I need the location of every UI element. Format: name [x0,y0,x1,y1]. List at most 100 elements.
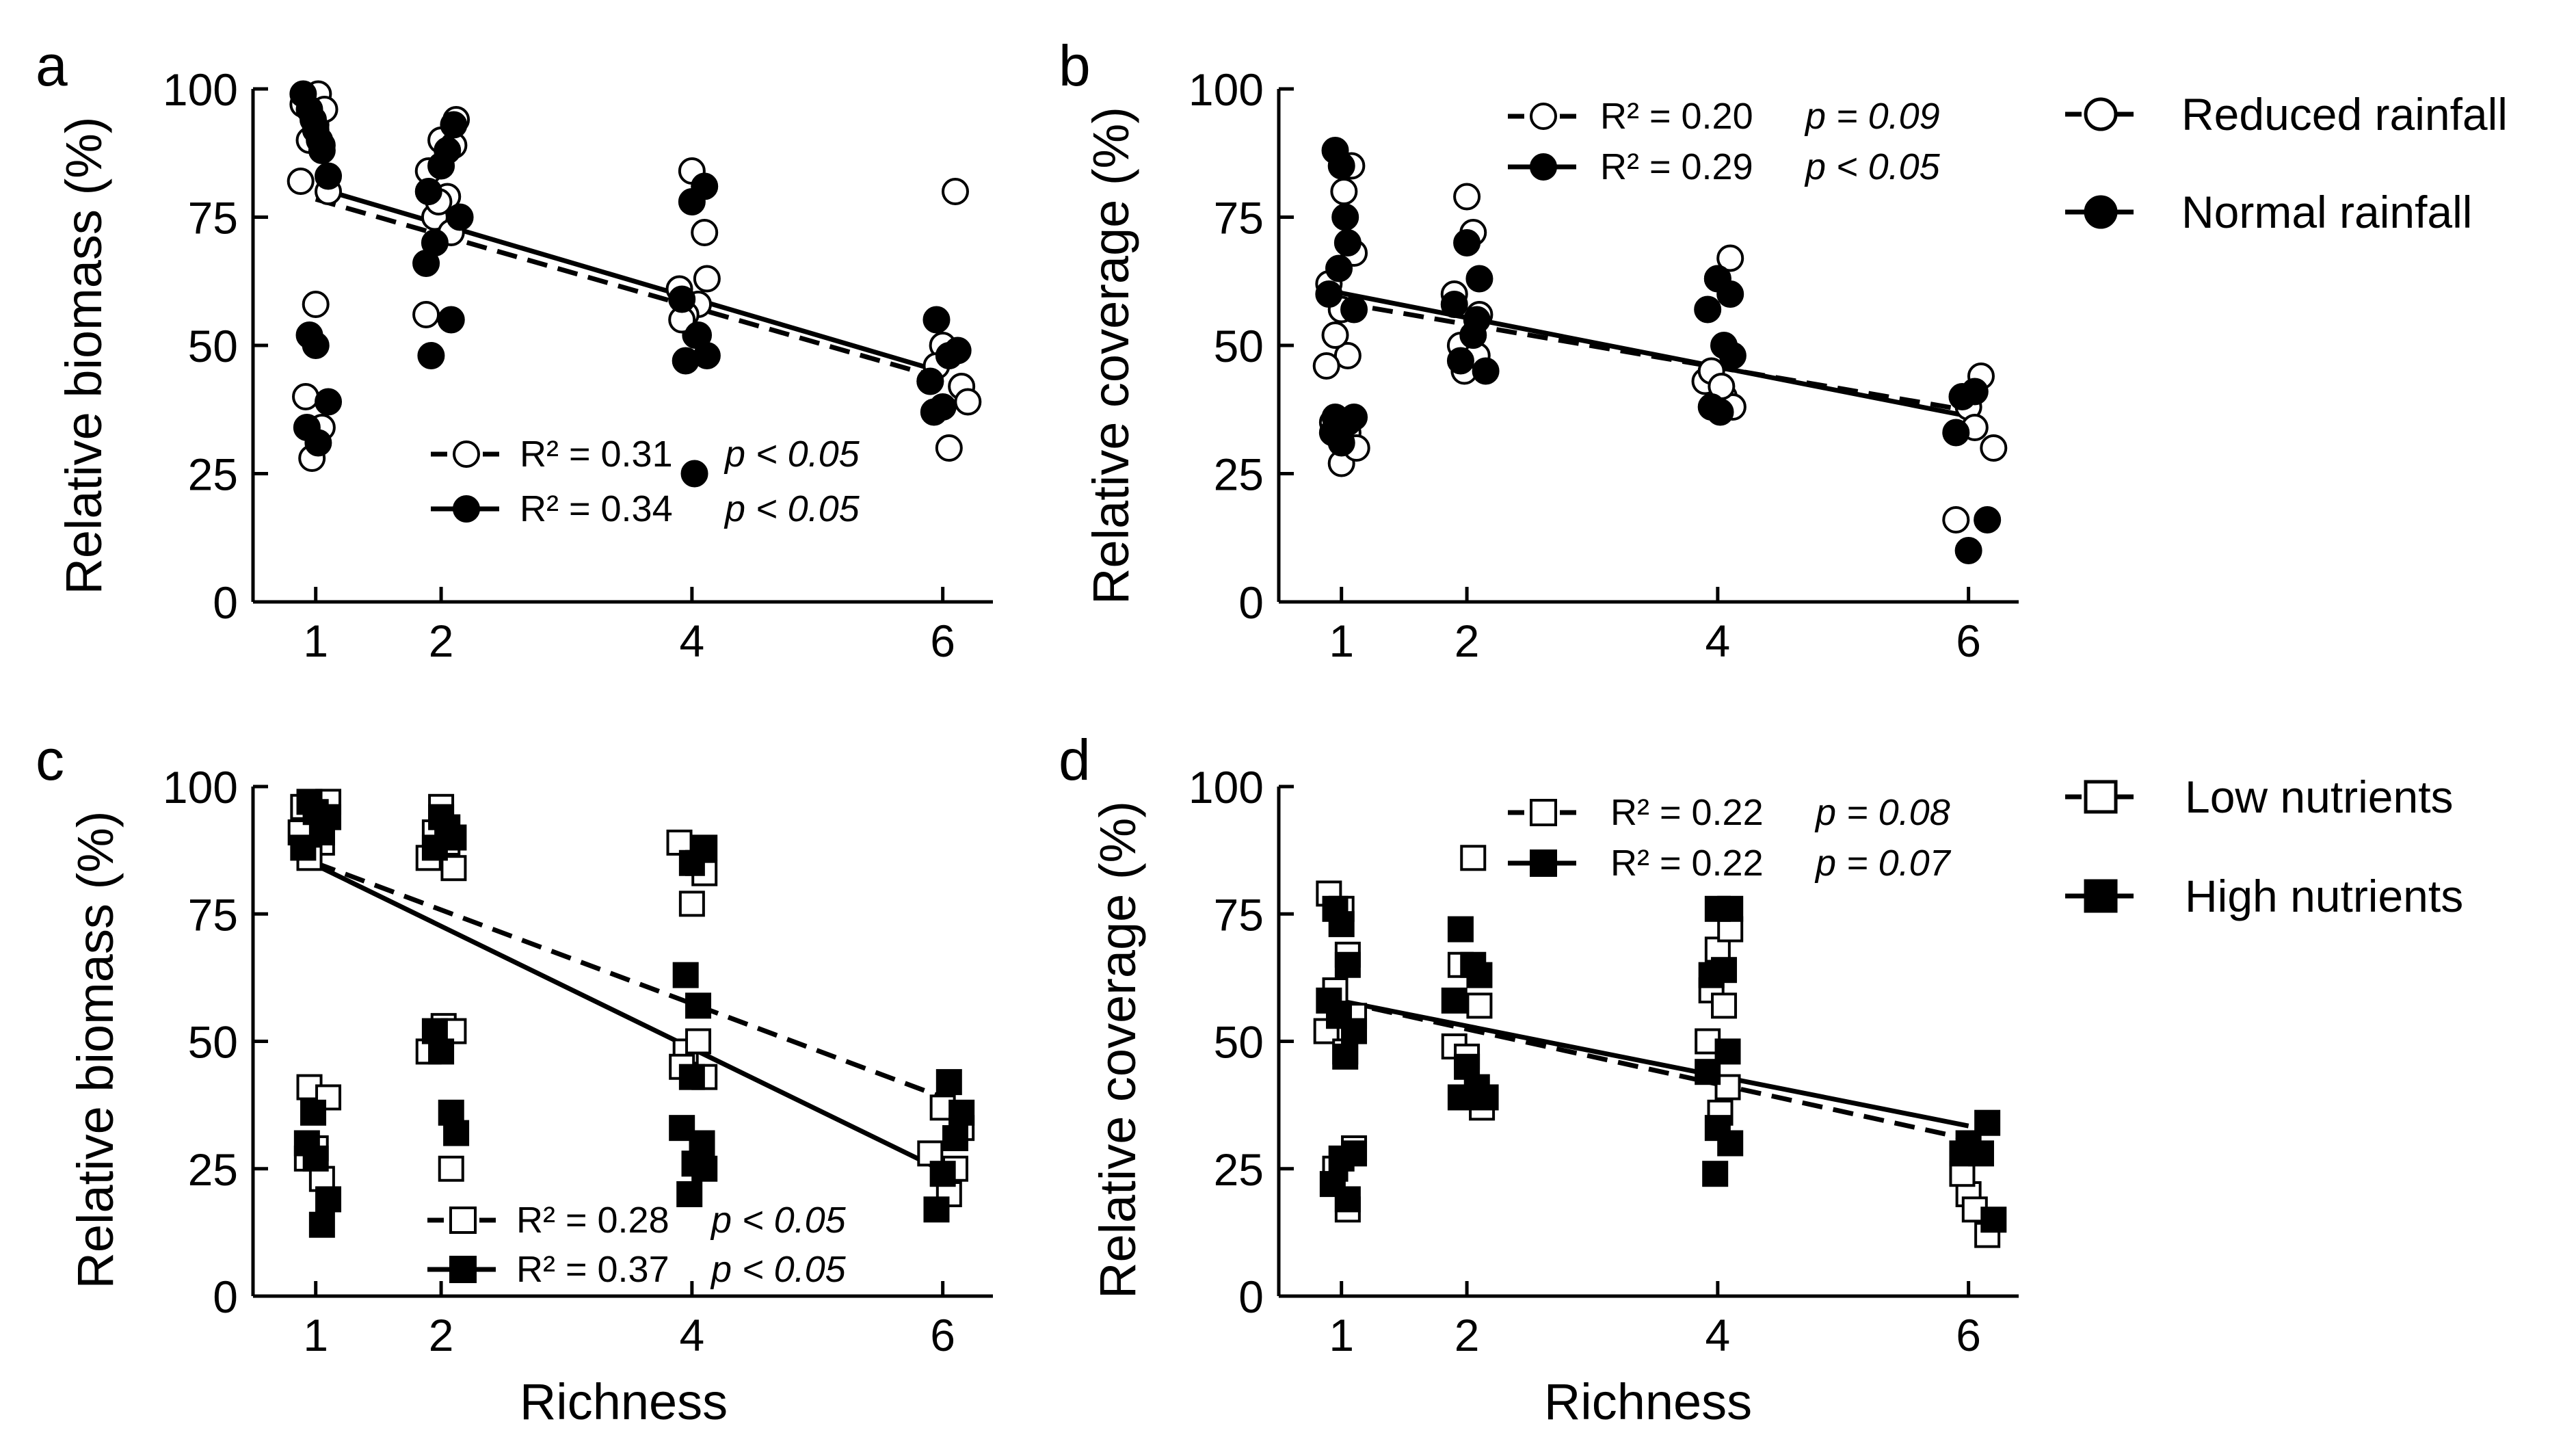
data-point [685,1028,712,1055]
x-tick-label: 2 [429,1310,454,1360]
stat-reduced-p: p < 0.05 [723,434,860,475]
y-tick-label: 25 [1214,1144,1264,1195]
data-point [923,1196,950,1223]
data-point [1441,987,1468,1014]
panel-c-axes: 0 25 50 75 100 1 2 4 6 [163,762,993,1360]
y-tick-label: 75 [1214,193,1264,243]
data-point [308,1211,335,1238]
data-point [438,1155,464,1182]
y-tick-label: 50 [188,1017,238,1068]
legend-normal-label: Normal rainfall [2181,187,2472,237]
y-tick-label: 100 [1189,762,1264,813]
data-point [1440,291,1468,318]
data-point [1322,895,1349,922]
data-point [1453,183,1481,211]
data-point [1718,342,1747,369]
stat-high-r2: R² = 0.22 [1610,843,1764,884]
fit-line-filled [1341,291,1969,419]
data-point [1716,244,1744,272]
x-tick-label: 1 [303,616,328,666]
fit-line-open [315,860,944,1100]
stat-low-r2: R² = 0.22 [1610,792,1764,833]
panel-d-letter: d [1059,728,1091,792]
data-point [1333,229,1362,256]
data-point [412,301,440,328]
data-point [672,962,699,988]
data-point [292,383,320,410]
data-point [1321,321,1349,349]
data-point [1954,537,1982,564]
fit-line-open [315,196,944,382]
data-point [1706,398,1734,426]
panel-d-stat-legend: R² = 0.22 p = 0.08 R² = 0.22 p = 0.07 [1508,792,1952,884]
panel-c: c Relative biomass (%) Richness 0 25 50 75 1… [36,728,993,1430]
data-point [417,342,445,369]
y-tick-label: 25 [188,1144,238,1195]
data-point [691,219,719,246]
data-point [1967,1140,1994,1167]
x-tick-label: 6 [1956,616,1981,666]
x-tick-label: 2 [429,616,454,666]
data-point [1328,911,1355,938]
data-point [434,137,462,164]
data-point [421,1018,448,1044]
data-point [1466,992,1493,1019]
data-point [929,1161,956,1187]
data-point [446,203,474,231]
legend-normal-marker [2084,195,2118,229]
stat-normal-p: p < 0.05 [723,488,860,529]
data-point [1961,378,1989,406]
panel-d-points [1313,845,2007,1248]
data-point [1716,280,1744,308]
x-tick-label: 1 [303,1310,328,1360]
panel-b-stat-legend: R² = 0.20 p = 0.09 R² = 0.29 p < 0.05 [1508,96,1941,187]
y-tick-label: 100 [1189,64,1264,115]
panel-b-points [1312,137,2008,564]
y-tick-label: 75 [188,889,238,940]
x-tick-label: 4 [1705,1310,1731,1360]
data-point [1315,280,1343,308]
data-point [1472,357,1500,385]
panel-a-stat-legend: R² = 0.31 p < 0.05 R² = 0.34 p < 0.05 [431,434,860,529]
stat-high-p: p < 0.05 [710,1249,847,1290]
panel-c-fits [315,860,944,1173]
data-point [1466,962,1493,988]
y-tick-label: 0 [1238,577,1264,628]
stat-low-marker [449,1207,477,1234]
data-point [443,1120,470,1146]
x-tick-label: 2 [1455,616,1480,666]
panel-a-points [287,80,982,488]
data-point [1340,404,1368,431]
data-point [304,429,332,457]
data-point [414,178,442,205]
legend-low-label: Low nutrients [2185,772,2454,822]
panel-c-ylabel: Relative biomass (%) [67,810,124,1289]
x-tick-label: 4 [1705,616,1731,666]
data-point [1695,1059,1721,1085]
data-point [948,1099,975,1126]
data-point [922,306,951,334]
y-tick-label: 0 [1238,1271,1264,1322]
legend-high-label: High nutrients [2185,871,2463,921]
data-point [693,342,721,369]
data-point [680,460,708,488]
data-point [1711,992,1738,1019]
data-point [691,1155,718,1182]
panel-b-axes: 0 25 50 75 100 1 2 4 6 [1189,64,2019,666]
data-point [290,834,317,861]
data-point [1974,506,2002,533]
y-tick-label: 75 [1214,889,1264,940]
data-point [421,834,448,861]
data-point [1334,951,1361,978]
y-tick-label: 25 [188,449,238,500]
panel-d-ylabel: Relative coverage (%) [1089,801,1146,1299]
data-point [1332,1043,1359,1070]
data-point [1942,419,1970,447]
stat-normal-p: p < 0.05 [1804,146,1941,187]
data-point [693,265,721,293]
data-point [412,250,440,277]
panel-a: a Relative biomass (%) 0 25 50 75 100 1 2 4 6 R²… [36,34,993,666]
data-point [942,1125,968,1152]
data-point [1717,895,1744,922]
data-point [954,388,982,416]
